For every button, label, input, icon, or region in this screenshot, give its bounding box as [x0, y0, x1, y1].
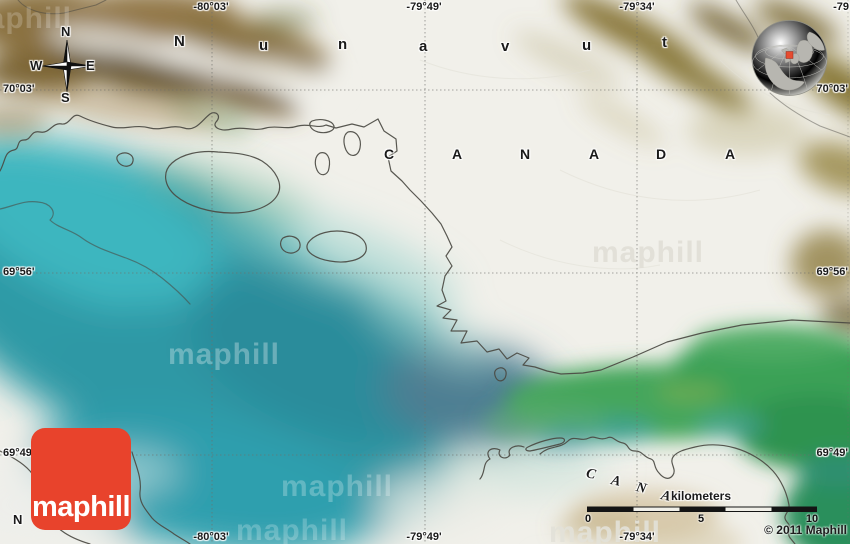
vegetation-southeast: [483, 324, 850, 544]
place-label-letter-region: v: [501, 38, 510, 55]
place-label-letter-region: n: [338, 36, 348, 53]
island: [343, 131, 361, 156]
coordinate-label: 70°03': [3, 83, 35, 95]
coordinate-label: -79°49': [406, 1, 442, 13]
coordinate-label: -79: [833, 1, 849, 13]
place-label-letter-region: u: [259, 37, 269, 54]
scale-tick-label: 10: [805, 513, 819, 525]
island: [280, 235, 301, 254]
maphill-logo-text: maphill: [31, 491, 131, 523]
scale-bar: [587, 506, 817, 512]
place-label-letter-country: A: [452, 146, 463, 162]
coast-south-islands: [479, 445, 525, 480]
coast-east-main: [377, 118, 850, 375]
coordinate-label: 69°49': [3, 447, 35, 459]
coast-north: [0, 112, 379, 172]
compass-rose: [41, 39, 93, 93]
coast-top-corner: [17, 0, 107, 15]
terrain-south-tan: [555, 490, 744, 544]
place-label-letter-country: A: [725, 146, 736, 162]
place-label-letter-country: N: [520, 146, 531, 162]
island: [306, 230, 367, 263]
place-label-letter-country: C: [384, 146, 395, 162]
scale-tick-label: 5: [697, 513, 705, 525]
compass-east-label: E: [86, 58, 95, 73]
coordinate-label: -79°34': [619, 531, 655, 543]
scale-unit-label: kilometers: [671, 489, 732, 503]
coordinate-label: -79°49': [406, 531, 442, 543]
place-label-letter-country: D: [656, 146, 667, 162]
place-label-letter-region: u: [582, 37, 592, 54]
locator-globe: [751, 20, 828, 96]
place-label-letter-stray: N: [13, 512, 23, 527]
coordinate-label: 70°03': [816, 83, 849, 95]
coordinate-label: 69°56': [3, 266, 35, 278]
copyright-text: © 2011 Maphill: [764, 523, 847, 537]
coordinate-label: -80°03': [193, 531, 229, 543]
coast-south-main: [539, 436, 796, 544]
coordinate-label: 69°49': [816, 447, 849, 459]
island: [494, 367, 507, 382]
coordinate-label: -80°03': [193, 1, 229, 13]
compass-north-label: N: [61, 24, 71, 39]
globe-marker: [785, 51, 794, 59]
island: [116, 152, 134, 167]
terrain-northwest: [0, 0, 339, 138]
contour-hints: [419, 59, 831, 270]
maphill-logo[interactable]: maphill: [31, 428, 131, 530]
terrain-northeast: [513, 0, 850, 338]
compass-south-label: S: [61, 90, 70, 105]
compass-west-label: W: [30, 58, 43, 73]
place-label-letter-region: a: [419, 38, 428, 55]
coast-peninsula: [165, 150, 281, 214]
place-label-letter-region: N: [174, 33, 185, 50]
island: [525, 437, 566, 452]
island: [314, 152, 331, 176]
place-label-letter-country: A: [589, 146, 600, 162]
island: [309, 119, 335, 134]
scale-tick-label: 0: [584, 513, 592, 525]
coordinate-label: 69°56': [816, 266, 849, 278]
coast-left-lower: [0, 201, 191, 305]
coast-southwest-2: [131, 451, 191, 544]
place-label-letter-region: t: [662, 34, 667, 51]
coordinate-label: -79°34': [619, 1, 655, 13]
